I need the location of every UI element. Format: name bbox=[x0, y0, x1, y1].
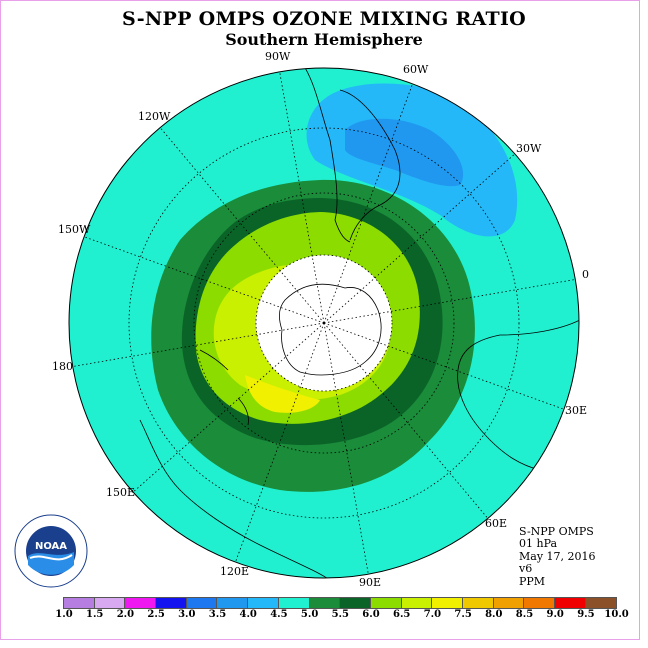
colorbar-swatch bbox=[432, 598, 463, 608]
colorbar-swatch bbox=[555, 598, 586, 608]
colorbar-tick-label: 4.5 bbox=[270, 609, 288, 620]
colorbar-tick-label: 10.0 bbox=[604, 609, 629, 620]
figure-frame bbox=[0, 0, 640, 640]
colorbar-swatch bbox=[524, 598, 555, 608]
colorbar-swatch bbox=[462, 598, 494, 608]
lon-label-60w: 60W bbox=[403, 63, 429, 76]
map-title: S-NPP OMPS OZONE MIXING RATIO bbox=[121, 8, 527, 30]
lon-label-180: 180 bbox=[52, 360, 73, 373]
contour-7.0-7.5 bbox=[245, 375, 320, 413]
colorbar-tick-label: 2.0 bbox=[116, 609, 135, 620]
colorbar-tick-label: 1.0 bbox=[55, 609, 73, 620]
colorbar-tick-label: 3.0 bbox=[178, 609, 196, 620]
colorbar-swatch bbox=[64, 598, 95, 608]
lon-label-120w: 120W bbox=[138, 110, 171, 123]
colorbar-swatch bbox=[585, 598, 617, 608]
lon-label-150w: 150W bbox=[58, 223, 91, 236]
info-block: S-NPP OMPS 01 hPa May 17, 2016 v6 PPM bbox=[519, 525, 596, 588]
lon-label-30w: 30W bbox=[516, 142, 542, 155]
colorbar bbox=[63, 597, 618, 609]
new-zealand-coast bbox=[199, 349, 249, 426]
info-version: v6 bbox=[519, 562, 533, 576]
lon-label-60e: 60E bbox=[485, 517, 508, 530]
colorbar-swatch bbox=[401, 598, 433, 608]
colorbar-tick-label: 6.0 bbox=[362, 609, 380, 620]
info-date: May 17, 2016 bbox=[519, 549, 596, 563]
colorbar-tick-label: 6.5 bbox=[392, 609, 411, 620]
antarctica-coast bbox=[278, 283, 382, 376]
lon-label-120e: 120E bbox=[220, 565, 250, 578]
australia-coast bbox=[139, 419, 331, 578]
colorbar-swatch bbox=[309, 598, 341, 608]
info-level: 01 hPa bbox=[519, 537, 558, 551]
lon-label-90e: 90E bbox=[359, 576, 382, 589]
colorbar-tick-label: 1.5 bbox=[85, 609, 104, 620]
colorbar-ticks: 1.0 1.5 2.0 2.5 3.0 3.5 4.0 4.5 5.0 5.5 6.0 6.5 7.0 7… bbox=[0, 609, 648, 623]
lon-label-0: 0 bbox=[582, 268, 589, 281]
map-disc-outline bbox=[68, 67, 580, 579]
info-instrument: S-NPP OMPS bbox=[519, 525, 594, 538]
colorbar-swatch bbox=[278, 598, 310, 608]
colorbar-tick-label: 9.0 bbox=[546, 609, 564, 620]
colorbar-tick-label: 7.0 bbox=[423, 609, 442, 620]
lon-label-150e: 150E bbox=[106, 486, 136, 499]
colorbar-tick-label: 4.0 bbox=[239, 609, 257, 620]
colorbar-swatch bbox=[217, 598, 249, 608]
map-subtitle: Southern Hemisphere bbox=[225, 30, 423, 49]
colorbar-swatch bbox=[248, 598, 279, 608]
lon-label-30e: 30E bbox=[565, 404, 588, 417]
colorbar-swatch bbox=[94, 598, 126, 608]
colorbar-swatch bbox=[370, 598, 402, 608]
south-america-coast bbox=[299, 68, 401, 243]
colorbar-tick-label: 8.0 bbox=[485, 609, 503, 620]
coastlines bbox=[139, 68, 579, 578]
colorbar-tick-label: 5.0 bbox=[300, 609, 319, 620]
graticule bbox=[69, 68, 579, 578]
colorbar-tick-label: 7.5 bbox=[454, 609, 472, 620]
contour-3.5-4.0 bbox=[345, 118, 464, 187]
colorbar-tick-label: 8.5 bbox=[515, 609, 534, 620]
colorbar-tick-label: 9.5 bbox=[577, 609, 595, 620]
colorbar-tick-label: 2.5 bbox=[147, 609, 165, 620]
info-units: PPM bbox=[519, 574, 546, 588]
colorbar-swatch bbox=[340, 598, 371, 608]
colorbar-swatch bbox=[156, 598, 187, 608]
colorbar-swatch bbox=[186, 598, 218, 608]
lon-label-90w: 90W bbox=[265, 50, 291, 63]
africa-coast bbox=[457, 319, 579, 471]
colorbar-tick-label: 5.5 bbox=[331, 609, 349, 620]
colorbar-swatch bbox=[125, 598, 157, 608]
colorbar-swatch bbox=[493, 598, 525, 608]
colorbar-tick-label: 3.5 bbox=[208, 609, 227, 620]
